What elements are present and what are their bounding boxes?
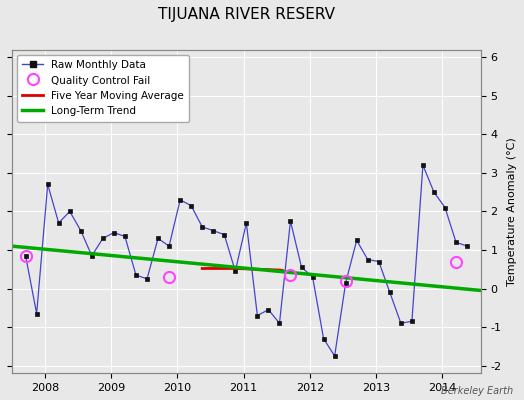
Quality Control Fail bbox=[23, 253, 29, 258]
Line: Quality Control Fail: Quality Control Fail bbox=[20, 250, 462, 286]
Raw Monthly Data bbox=[453, 240, 459, 245]
Quality Control Fail bbox=[453, 259, 459, 264]
Five Year Moving Average bbox=[243, 266, 249, 271]
Raw Monthly Data bbox=[166, 244, 172, 248]
Raw Monthly Data bbox=[398, 321, 404, 326]
Five Year Moving Average bbox=[199, 266, 205, 271]
Five Year Moving Average bbox=[254, 267, 260, 272]
Raw Monthly Data bbox=[442, 205, 448, 210]
Title: TIJUANA RIVER RESERV: TIJUANA RIVER RESERV bbox=[158, 7, 335, 22]
Raw Monthly Data bbox=[332, 354, 338, 358]
Raw Monthly Data bbox=[45, 182, 51, 187]
Y-axis label: Temperature Anomaly (°C): Temperature Anomaly (°C) bbox=[507, 137, 517, 286]
Raw Monthly Data bbox=[298, 265, 304, 270]
Raw Monthly Data bbox=[265, 307, 271, 312]
Raw Monthly Data bbox=[100, 236, 106, 241]
Quality Control Fail bbox=[343, 278, 349, 283]
Five Year Moving Average bbox=[232, 266, 238, 271]
Raw Monthly Data bbox=[387, 290, 393, 295]
Raw Monthly Data bbox=[420, 163, 426, 168]
Raw Monthly Data bbox=[343, 280, 349, 285]
Raw Monthly Data bbox=[354, 238, 360, 243]
Raw Monthly Data bbox=[464, 244, 470, 248]
Raw Monthly Data bbox=[144, 276, 150, 281]
Raw Monthly Data bbox=[243, 220, 249, 225]
Raw Monthly Data bbox=[23, 253, 29, 258]
Quality Control Fail bbox=[166, 274, 172, 279]
Legend: Raw Monthly Data, Quality Control Fail, Five Year Moving Average, Long-Term Tren: Raw Monthly Data, Quality Control Fail, … bbox=[17, 55, 189, 122]
Quality Control Fail bbox=[287, 273, 293, 278]
Five Year Moving Average bbox=[210, 266, 216, 271]
Raw Monthly Data bbox=[56, 220, 62, 225]
Raw Monthly Data bbox=[122, 234, 128, 239]
Five Year Moving Average bbox=[279, 268, 286, 273]
Raw Monthly Data bbox=[155, 236, 161, 241]
Text: Berkeley Earth: Berkeley Earth bbox=[441, 386, 514, 396]
Raw Monthly Data bbox=[409, 319, 415, 324]
Raw Monthly Data bbox=[133, 273, 139, 278]
Raw Monthly Data bbox=[287, 219, 293, 224]
Raw Monthly Data bbox=[188, 203, 194, 208]
Raw Monthly Data bbox=[78, 228, 84, 233]
Raw Monthly Data bbox=[89, 253, 95, 258]
Raw Monthly Data bbox=[34, 311, 40, 316]
Raw Monthly Data bbox=[376, 259, 382, 264]
Line: Five Year Moving Average: Five Year Moving Average bbox=[202, 268, 282, 270]
Raw Monthly Data bbox=[310, 274, 316, 279]
Raw Monthly Data bbox=[221, 232, 227, 237]
Line: Raw Monthly Data: Raw Monthly Data bbox=[24, 163, 470, 358]
Five Year Moving Average bbox=[221, 266, 227, 271]
Raw Monthly Data bbox=[431, 190, 437, 194]
Raw Monthly Data bbox=[276, 321, 282, 326]
Five Year Moving Average bbox=[276, 268, 282, 272]
Raw Monthly Data bbox=[177, 198, 183, 202]
Raw Monthly Data bbox=[232, 269, 238, 274]
Raw Monthly Data bbox=[321, 336, 327, 341]
Five Year Moving Average bbox=[265, 267, 271, 272]
Raw Monthly Data bbox=[210, 228, 216, 233]
Raw Monthly Data bbox=[365, 257, 371, 262]
Raw Monthly Data bbox=[199, 224, 205, 229]
Raw Monthly Data bbox=[254, 313, 260, 318]
Raw Monthly Data bbox=[111, 230, 117, 235]
Raw Monthly Data bbox=[67, 209, 73, 214]
